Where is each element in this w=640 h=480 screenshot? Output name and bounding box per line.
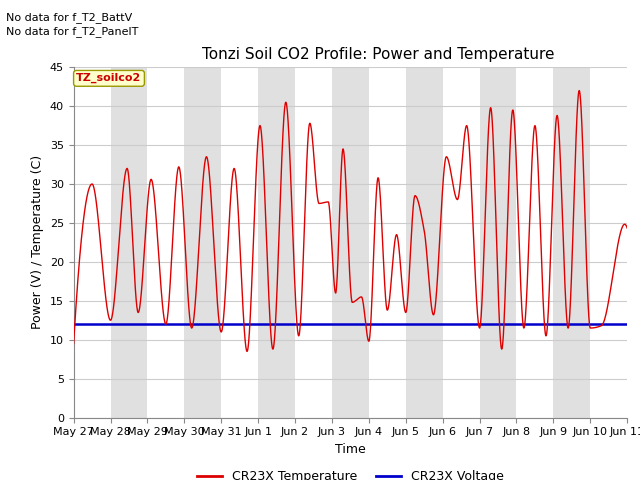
Bar (258, 67, 295, 418)
Text: No data for f_T2_BattV: No data for f_T2_BattV (6, 12, 132, 23)
Bar (406, 67, 443, 418)
Text: No data for f_T2_PanelT: No data for f_T2_PanelT (6, 26, 139, 37)
Y-axis label: Power (V) / Temperature (C): Power (V) / Temperature (C) (31, 156, 44, 329)
Bar (627, 67, 640, 418)
Text: TZ_soilco2: TZ_soilco2 (76, 73, 141, 84)
Bar (554, 67, 590, 418)
Bar (332, 67, 369, 418)
Bar (184, 67, 221, 418)
Bar (111, 67, 147, 418)
Bar (479, 67, 516, 418)
Title: Tonzi Soil CO2 Profile: Power and Temperature: Tonzi Soil CO2 Profile: Power and Temper… (202, 47, 554, 62)
Legend: CR23X Temperature, CR23X Voltage: CR23X Temperature, CR23X Voltage (192, 466, 509, 480)
X-axis label: Time: Time (335, 443, 366, 456)
